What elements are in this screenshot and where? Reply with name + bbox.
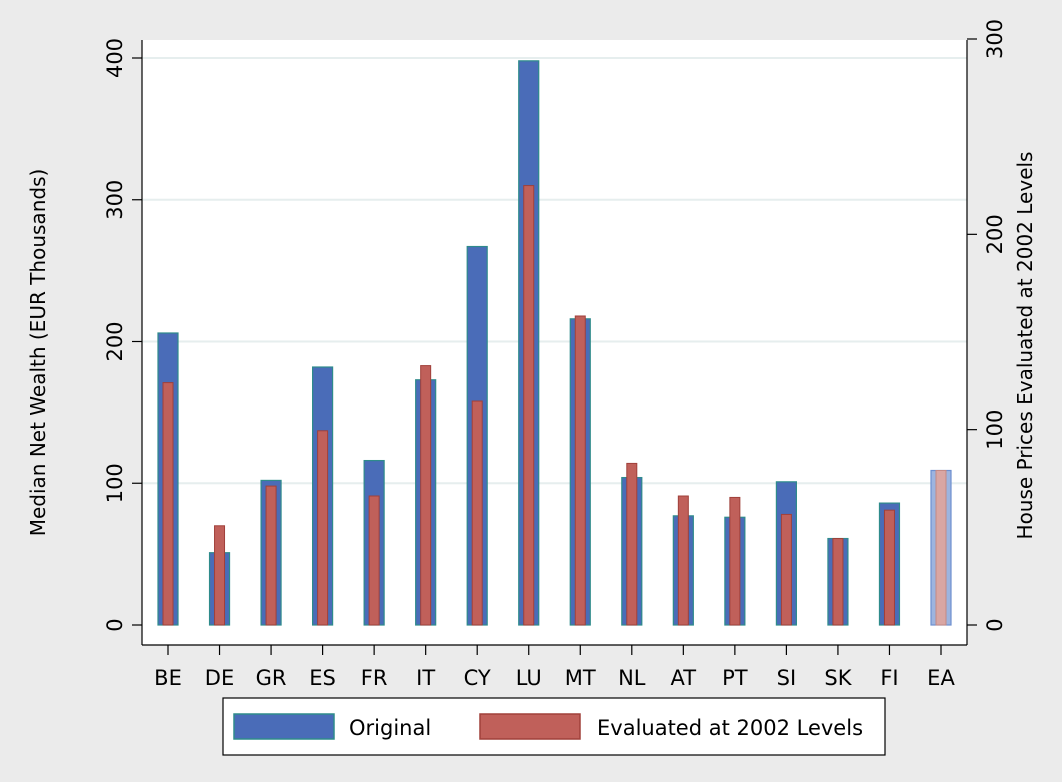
x-tick-label: EA <box>927 666 955 690</box>
bar-evaluated <box>574 315 586 626</box>
bar-evaluated <box>832 538 844 626</box>
bar-evaluated <box>162 382 174 626</box>
bar-evaluated <box>214 525 226 626</box>
legend-swatch-evaluated <box>479 713 581 740</box>
bar-evaluated <box>780 513 792 626</box>
x-tick-label: DE <box>205 666 234 690</box>
y-tick-label-right: 200 <box>983 214 1007 254</box>
y-tick-label-right: 100 <box>983 410 1007 450</box>
bar-evaluated <box>368 495 380 626</box>
bar-evaluated <box>626 462 638 626</box>
x-tick-label: FR <box>361 666 388 690</box>
bar-evaluated <box>523 185 535 626</box>
legend-swatch-original <box>233 713 335 740</box>
x-tick-label: AT <box>671 666 697 690</box>
y-tick-label-left: 100 <box>103 463 127 503</box>
x-tick-label: NL <box>618 666 646 690</box>
x-tick-label: CY <box>464 666 491 690</box>
y-tick-label-left: 0 <box>103 618 127 631</box>
x-tick-label: PT <box>722 666 748 690</box>
bar-evaluated <box>935 469 947 626</box>
legend-label-original: Original <box>349 716 431 740</box>
y-axis-label-right: House Prices Evaluated at 2002 Levels <box>1013 152 1037 540</box>
bar-evaluated <box>420 365 432 626</box>
y-axis-label-left: Median Net Wealth (EUR Thousands) <box>26 169 50 537</box>
y-tick-label-left: 400 <box>103 38 127 78</box>
x-tick-label: ES <box>309 666 336 690</box>
y-tick-label-right: 300 <box>983 19 1007 59</box>
x-tick-label: SI <box>777 666 797 690</box>
x-tick-label: BE <box>154 666 182 690</box>
y-tick-label-left: 300 <box>103 180 127 220</box>
bar-evaluated <box>265 485 277 626</box>
x-tick-label: LU <box>516 666 542 690</box>
y-tick-label-right: 0 <box>983 618 1007 631</box>
x-tick-label: IT <box>416 666 435 690</box>
legend-label-evaluated: Evaluated at 2002 Levels <box>597 716 863 740</box>
x-tick-label: GR <box>256 666 287 690</box>
x-tick-label: SK <box>824 666 852 690</box>
y-tick-label-left: 200 <box>103 321 127 361</box>
bar-evaluated <box>677 495 689 626</box>
bar-evaluated <box>317 430 329 626</box>
bar-evaluated <box>471 400 483 626</box>
bar-evaluated <box>729 496 741 626</box>
x-tick-label: MT <box>565 666 596 690</box>
x-tick-label: FI <box>880 666 898 690</box>
bar-evaluated <box>883 509 895 626</box>
